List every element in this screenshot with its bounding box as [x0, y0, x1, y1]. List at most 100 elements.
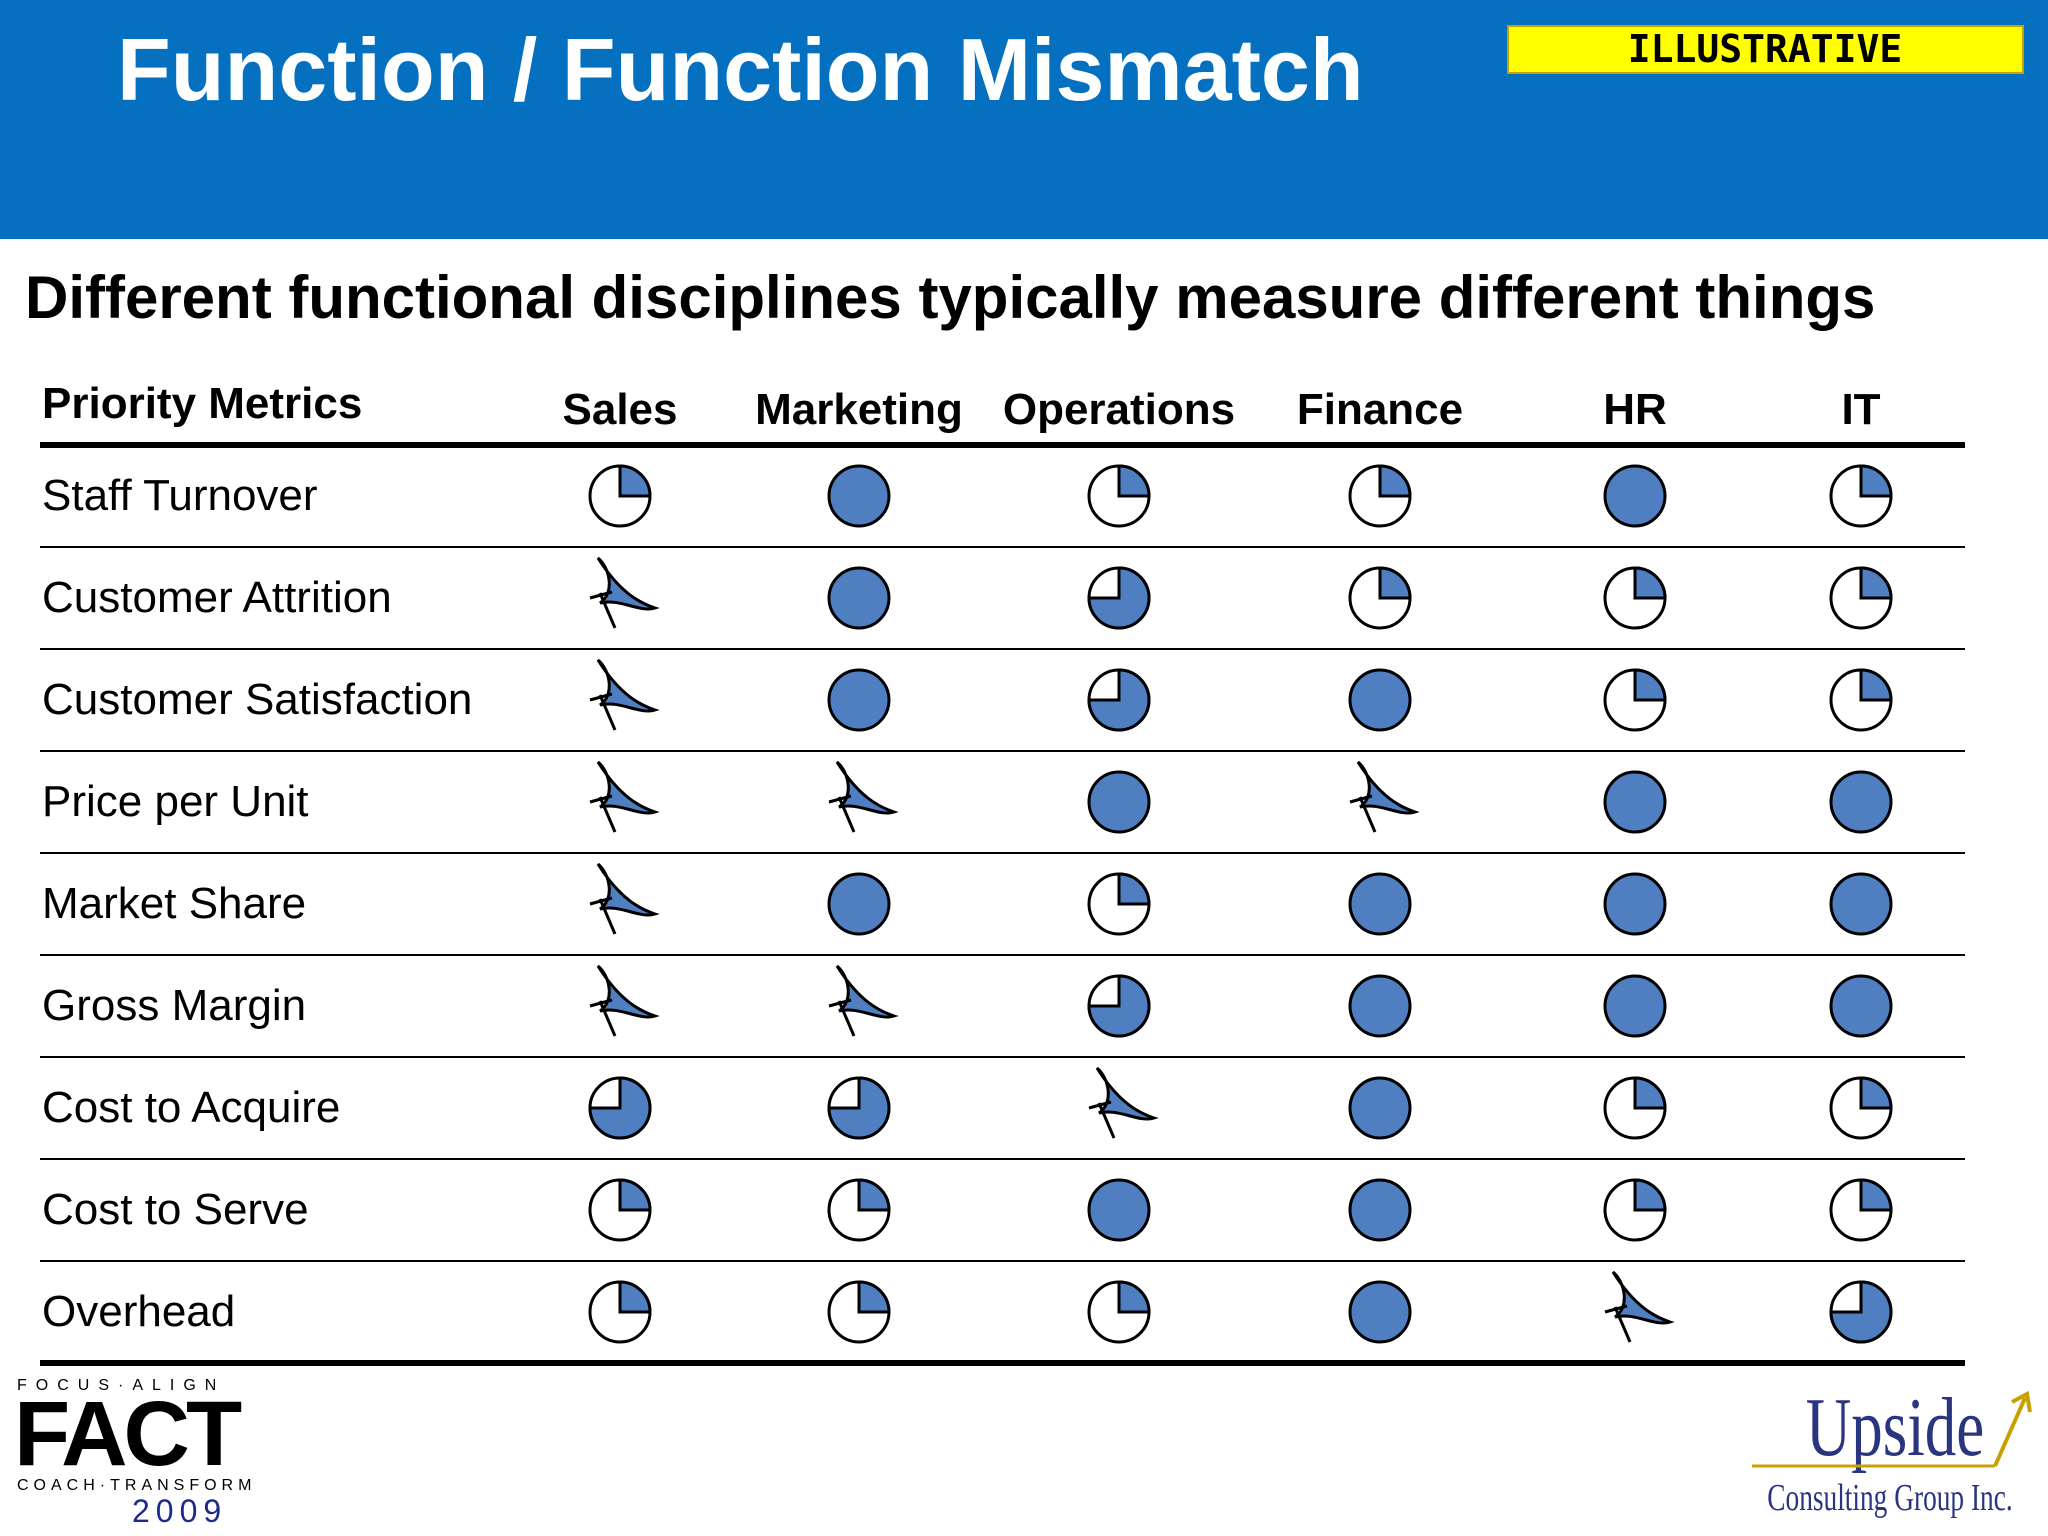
not-applicable-mark [828, 760, 899, 833]
not-applicable-mark [828, 964, 899, 1037]
harvey-ball [1087, 974, 1151, 1038]
harvey-ball-wedge [618, 464, 652, 498]
harvey-ball [1087, 872, 1151, 936]
harvey-ball-wedge [1087, 668, 1151, 732]
table: Priority Metrics Sales Marketing Operations… [40, 379, 1965, 1366]
not-applicable-mark [589, 556, 660, 629]
harvey-ball [1603, 1178, 1667, 1242]
row-label: Price per Unit [42, 777, 309, 826]
harvey-ball-wedge [1859, 464, 1893, 498]
harvey-ball-wedge [618, 1178, 652, 1212]
harvey-ball [1087, 668, 1151, 732]
logo-text: 2009 [132, 1493, 227, 1529]
harvey-ball [1603, 668, 1667, 732]
harvey-ball-wedge [1633, 566, 1667, 600]
row-label: Cost to Serve [42, 1185, 309, 1234]
harvey-ball [588, 1178, 652, 1242]
logo-text: FACT [14, 1383, 242, 1485]
harvey-ball-wedge [1633, 668, 1667, 702]
harvey-ball [1348, 974, 1412, 1038]
not-applicable-mark [1349, 760, 1420, 833]
harvey-ball [588, 1280, 652, 1344]
harvey-ball-wedge [1859, 668, 1893, 702]
not-applicable-mark [1088, 1066, 1159, 1139]
harvey-ball-wedge [1859, 566, 1893, 600]
column-header: Priority Metrics [42, 379, 362, 428]
column-header: Finance [1297, 385, 1463, 434]
harvey-ball-wedge [1117, 872, 1151, 906]
not-applicable-mark [589, 658, 660, 731]
not-applicable-mark [589, 760, 660, 833]
logo-text: FOCUS·ALIGN [17, 1377, 225, 1394]
harvey-ball [1603, 464, 1667, 528]
harvey-ball-wedge [1117, 464, 1151, 498]
harvey-ball [1348, 1178, 1412, 1242]
harvey-ball [1603, 974, 1667, 1038]
not-applicable-mark [1604, 1270, 1675, 1343]
harvey-ball [1829, 668, 1893, 732]
harvey-ball-wedge [1117, 1280, 1151, 1314]
harvey-ball-wedge [827, 1076, 891, 1140]
harvey-ball [827, 872, 891, 936]
logo-text: Upside [1806, 1381, 1984, 1474]
harvey-ball-wedge [588, 1076, 652, 1140]
harvey-ball [1829, 1178, 1893, 1242]
row-label: Overhead [42, 1287, 235, 1336]
upside-logo: Upside Consulting Group Inc. [1752, 1381, 2032, 1519]
harvey-ball-wedge [1859, 1076, 1893, 1110]
harvey-ball [1829, 464, 1893, 528]
column-header: HR [1603, 385, 1667, 434]
harvey-ball [1087, 1178, 1151, 1242]
harvey-ball [588, 464, 652, 528]
column-header: Marketing [755, 385, 963, 434]
harvey-ball [827, 1280, 891, 1344]
harvey-ball-wedge [1859, 1178, 1893, 1212]
not-applicable-mark [589, 964, 660, 1037]
harvey-ball [1603, 872, 1667, 936]
harvey-ball [1087, 770, 1151, 834]
logo-text: COACH·TRANSFORM [17, 1477, 256, 1494]
harvey-ball [827, 464, 891, 528]
row-label: Cost to Acquire [42, 1083, 340, 1132]
harvey-ball [827, 1076, 891, 1140]
harvey-ball [827, 1178, 891, 1242]
column-header: IT [1841, 385, 1880, 434]
row-label: Customer Attrition [42, 573, 392, 622]
harvey-ball [588, 1076, 652, 1140]
harvey-ball [1087, 566, 1151, 630]
harvey-ball-wedge [1378, 566, 1412, 600]
harvey-ball-wedge [1633, 1076, 1667, 1110]
row-label: Staff Turnover [42, 471, 318, 520]
row-label: Market Share [42, 879, 306, 928]
harvey-ball [1829, 872, 1893, 936]
logo-arrow [1993, 1390, 2032, 1467]
harvey-ball-wedge [1087, 974, 1151, 1038]
harvey-ball [1829, 974, 1893, 1038]
harvey-ball-wedge [1633, 1178, 1667, 1212]
harvey-ball [1829, 1280, 1893, 1344]
not-applicable-mark [589, 862, 660, 935]
harvey-ball [1348, 566, 1412, 630]
harvey-ball [1829, 770, 1893, 834]
subtitle: Different functional disciplines typical… [25, 264, 1875, 331]
harvey-ball [1087, 464, 1151, 528]
harvey-ball [1348, 1280, 1412, 1344]
row-label: Gross Margin [42, 981, 306, 1030]
harvey-ball [1603, 566, 1667, 630]
harvey-ball [1348, 872, 1412, 936]
harvey-ball [1348, 464, 1412, 528]
harvey-ball [1829, 566, 1893, 630]
harvey-ball-wedge [857, 1280, 891, 1314]
fact-logo: FOCUS·ALIGN FACT COACH·TRANSFORM 2009 [14, 1377, 256, 1529]
harvey-ball-wedge [1829, 1280, 1893, 1344]
harvey-ball [1829, 1076, 1893, 1140]
harvey-ball [1348, 1076, 1412, 1140]
harvey-ball-wedge [1378, 464, 1412, 498]
column-header: Operations [1003, 385, 1235, 434]
harvey-ball-wedge [1087, 566, 1151, 630]
row-label: Customer Satisfaction [42, 675, 472, 724]
harvey-ball [827, 668, 891, 732]
harvey-ball-wedge [857, 1178, 891, 1212]
